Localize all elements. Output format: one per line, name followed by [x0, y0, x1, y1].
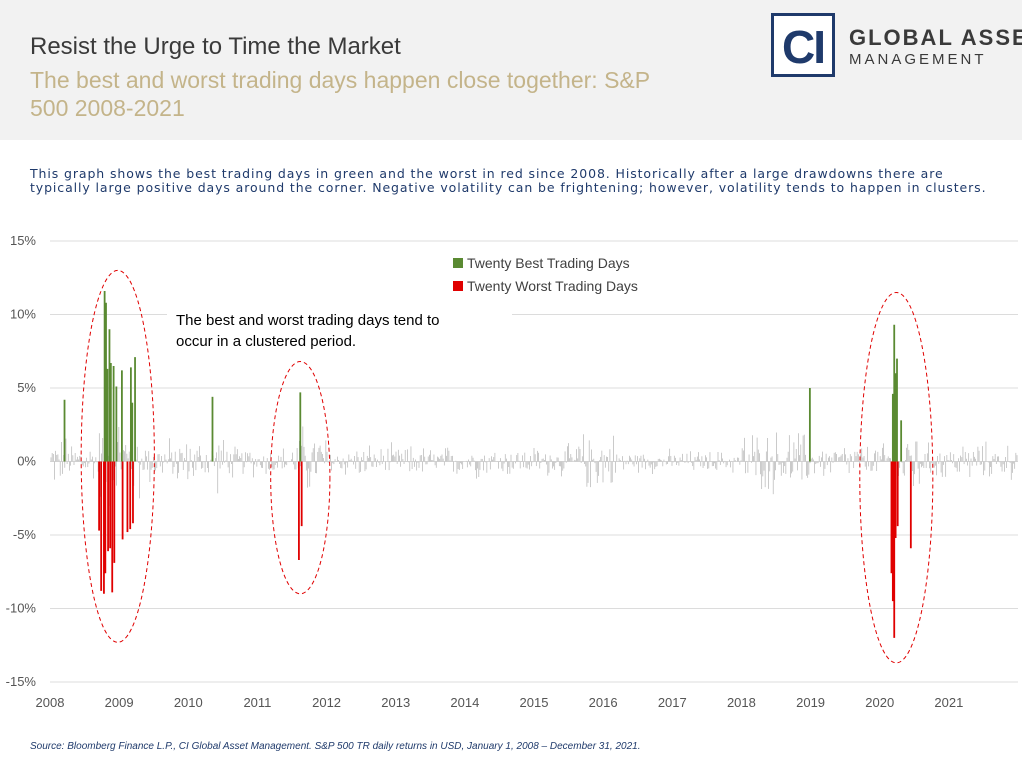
y-tick-label: 0% [17, 454, 36, 469]
header-band: Resist the Urge to Time the Market The b… [0, 0, 1022, 140]
legend-swatch [453, 281, 463, 291]
cluster-ellipse [859, 291, 934, 664]
x-tick-label: 2012 [312, 695, 341, 710]
x-tick-label: 2016 [589, 695, 618, 710]
page-subtitle: The best and worst trading days happen c… [30, 67, 650, 121]
x-tick-label: 2011 [243, 695, 271, 710]
x-tick-label: 2008 [36, 695, 65, 710]
x-tick-label: 2013 [381, 695, 410, 710]
annotation-text-line: The best and worst trading days tend to [176, 312, 440, 329]
annotation-box [167, 307, 512, 359]
y-tick-label: 15% [10, 233, 36, 248]
other-days-bars [50, 424, 1018, 507]
x-tick-label: 2014 [450, 695, 479, 710]
legend-label: Twenty Best Trading Days [467, 255, 630, 271]
x-axis-ticks: 2008 2009 2010 2011 2012 2013 2014 2015 2016 2017… [36, 695, 964, 710]
page-title: Resist the Urge to Time the Market [30, 33, 401, 60]
highlight-bars [63, 290, 912, 638]
x-tick-label: 2010 [174, 695, 203, 710]
logo-mark-text: CI [782, 21, 826, 73]
annotation-text-line: occur in a clustered period. [176, 333, 356, 350]
logo-mark-box: CI [771, 13, 835, 77]
x-tick-label: 2015 [520, 695, 549, 710]
chart-description: This graph shows the best trading days i… [30, 166, 987, 195]
x-tick-label: 2018 [727, 695, 756, 710]
chart-annotation: The best and worst trading days tend to o… [167, 307, 512, 359]
x-tick-label: 2017 [658, 695, 687, 710]
x-tick-label: 2009 [105, 695, 134, 710]
logo-wordmark-line2: MANAGEMENT [849, 51, 987, 68]
y-tick-label: -10% [6, 601, 37, 616]
chart-legend: Twenty Best Trading Days Twenty Worst Tra… [453, 255, 638, 294]
cluster-ellipse [270, 361, 331, 595]
x-tick-label: 2021 [934, 695, 963, 710]
legend-label: Twenty Worst Trading Days [467, 278, 638, 294]
trading-days-chart: 15%10%5%0%-5%-10%-15% 2008 2009 2010 2011 20… [6, 233, 1018, 710]
logo-wordmark-line1: GLOBAL ASSET [849, 25, 1022, 50]
cluster-ellipse [80, 269, 155, 643]
x-tick-label: 2020 [865, 695, 894, 710]
legend-swatch [453, 258, 463, 268]
y-tick-label: -5% [13, 527, 37, 542]
cluster-ellipses [80, 269, 934, 664]
y-tick-label: -15% [6, 674, 37, 689]
y-axis-ticks: 15% 10% 5% 0% -5% -10% -15% [6, 233, 37, 689]
x-tick-label: 2019 [796, 695, 825, 710]
y-tick-label: 5% [17, 380, 36, 395]
source-note: Source: Bloomberg Finance L.P., CI Globa… [30, 741, 641, 752]
y-tick-label: 10% [10, 307, 36, 322]
